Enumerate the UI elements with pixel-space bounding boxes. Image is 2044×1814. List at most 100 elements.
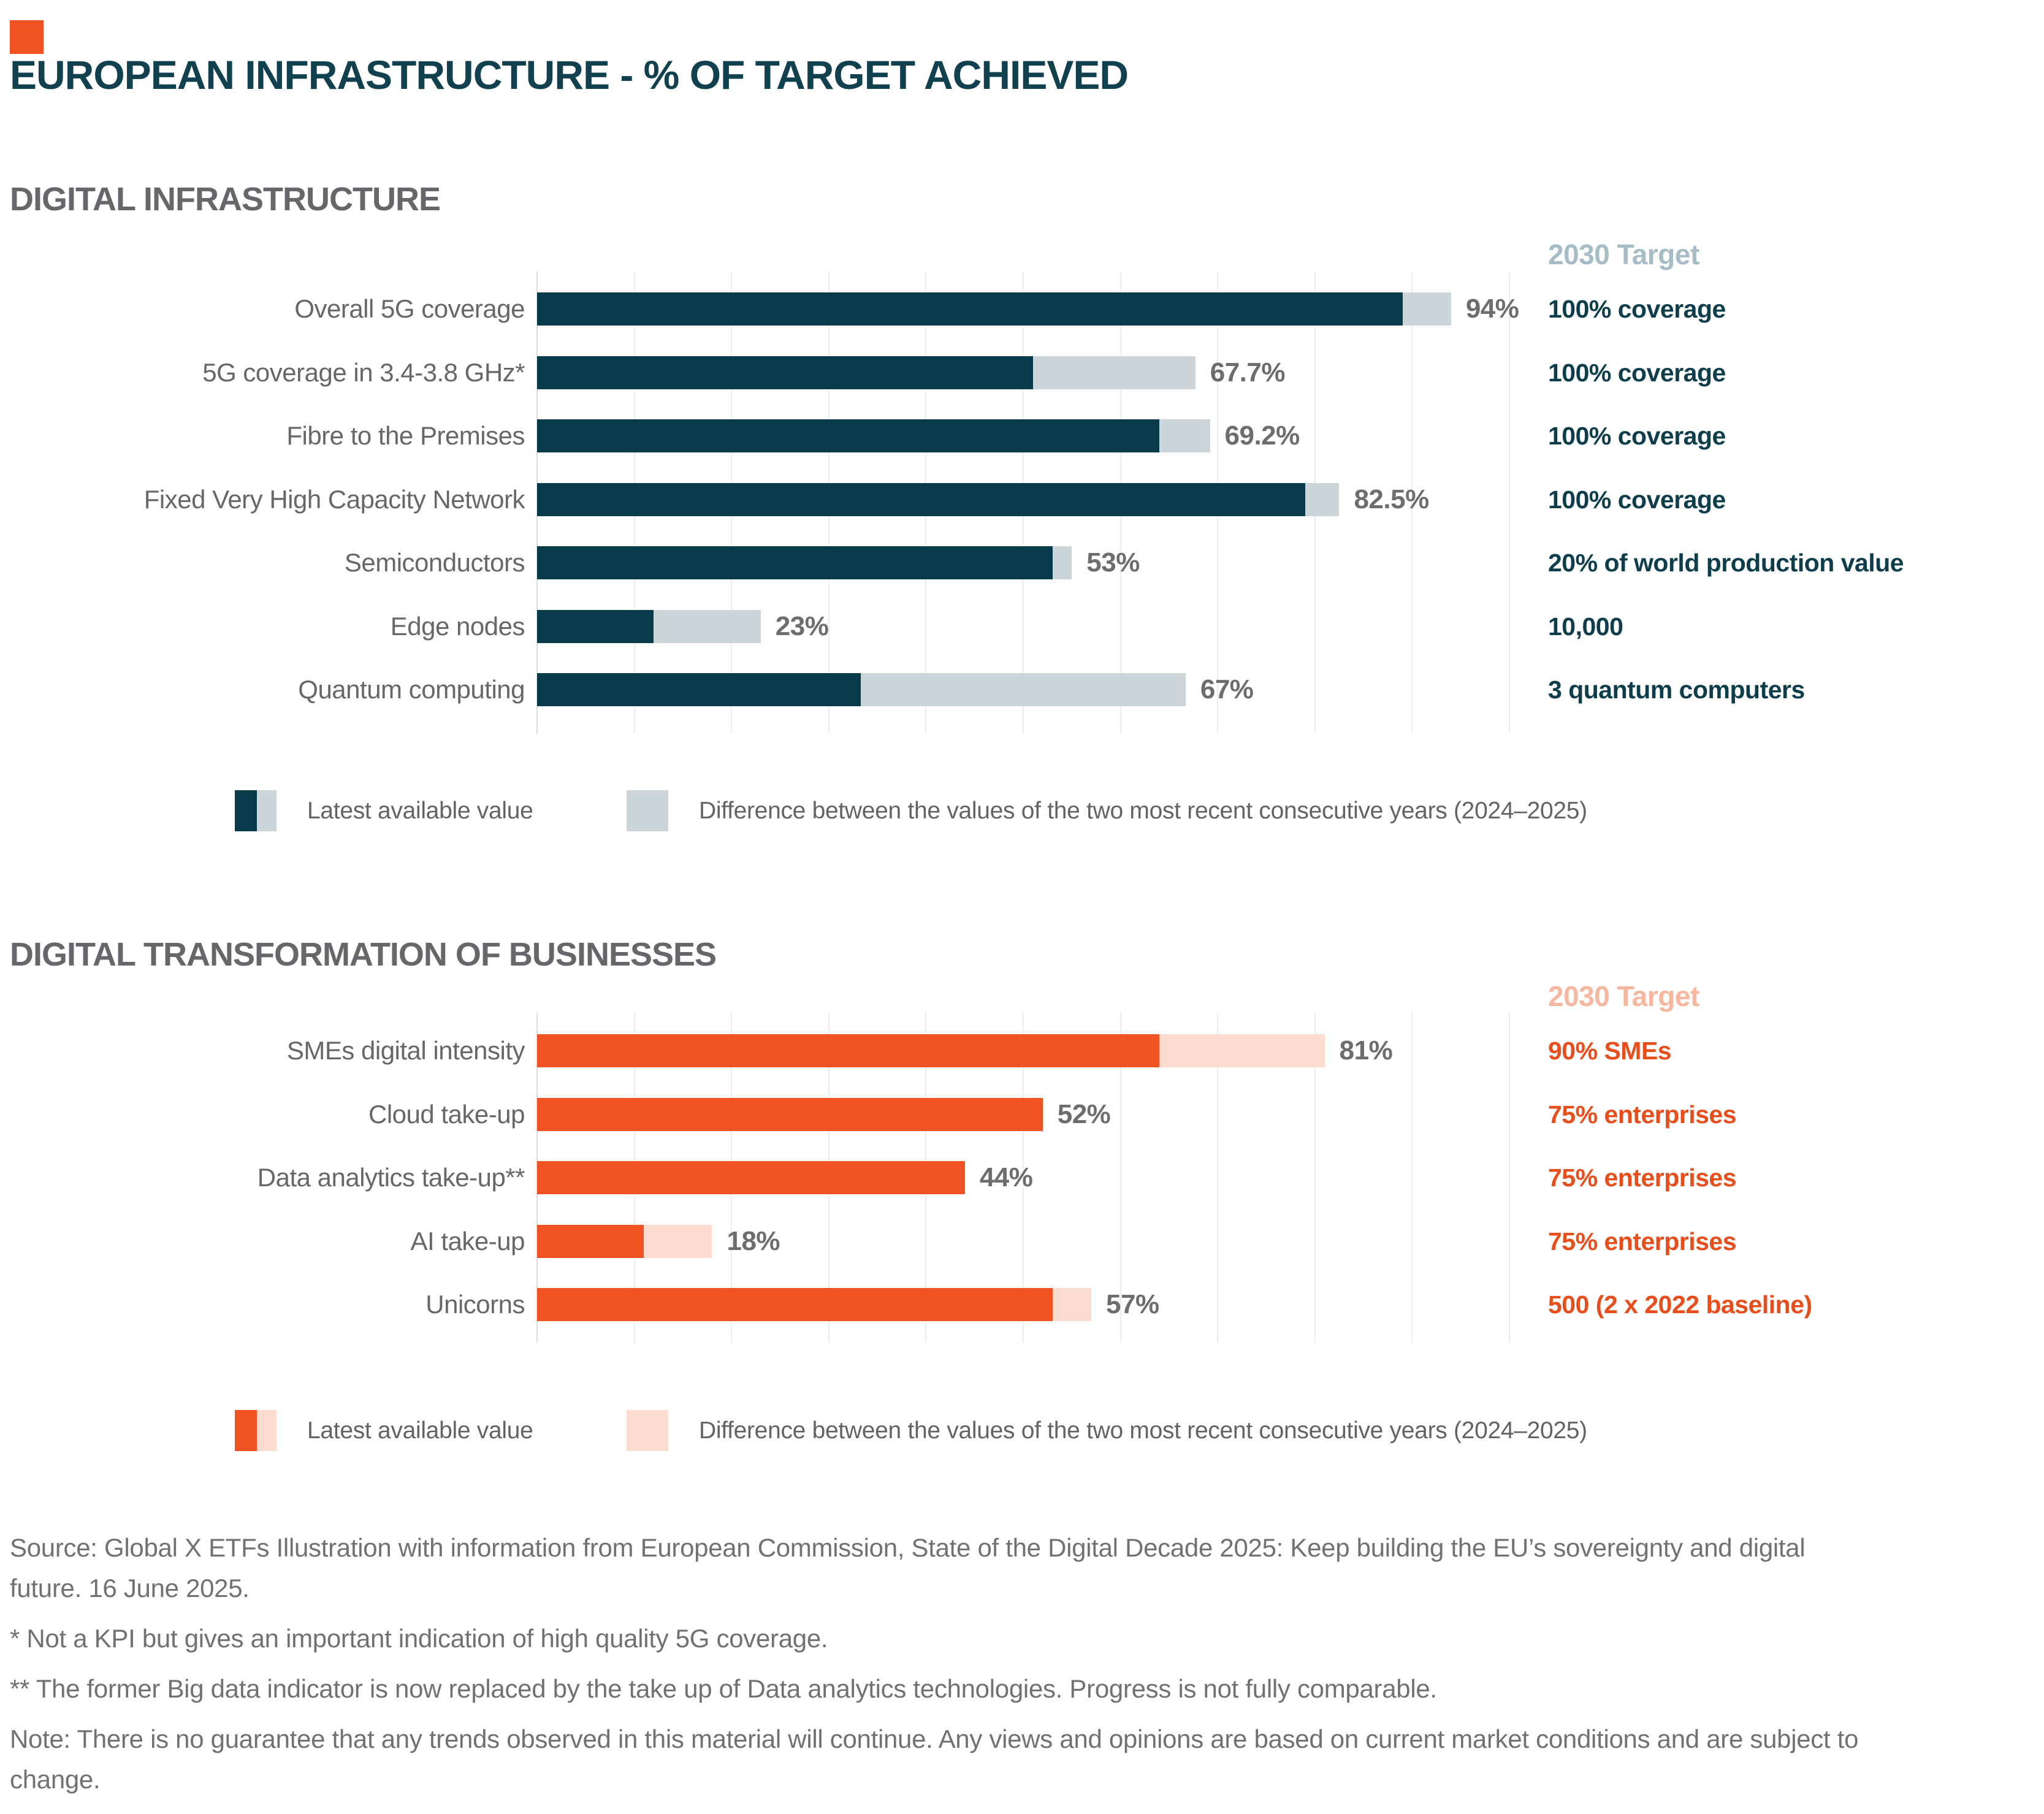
legend-item-difference: Difference between the values of the two…	[627, 790, 1587, 831]
bar-diff-segment	[1052, 1288, 1092, 1321]
chart-row-fvhcn: Fixed Very High Capacity Network 82.5% 1…	[0, 482, 2044, 516]
legend-swatch-latest-icon	[235, 1410, 276, 1451]
bar-diff-segment	[1402, 292, 1451, 326]
bar-cloud: 52%	[537, 1097, 1509, 1131]
category-label: Overall 5G coverage	[294, 294, 525, 323]
bar-diff-segment	[861, 673, 1186, 706]
chart-row-edge-nodes: Edge nodes 23% 10,000	[0, 609, 2044, 643]
chart-row-overall-5g: Overall 5G coverage 94% 100% coverage	[0, 292, 2044, 326]
chart-row-semiconductors: Semiconductors 53% 20% of world producti…	[0, 546, 2044, 579]
gridline	[1023, 1013, 1024, 1343]
legend-swatch-latest-icon	[235, 790, 276, 831]
bar-latest-segment	[537, 419, 1160, 452]
section-title-digital-infrastructure: DIGITAL INFRASTRUCTURE	[10, 181, 441, 218]
value-label: 94%	[1465, 294, 1519, 324]
bar-ai: 18%	[537, 1224, 1509, 1258]
category-label: Edge nodes	[390, 611, 525, 641]
legend-label: Difference between the values of the two…	[699, 797, 1587, 824]
value-label: 23%	[775, 611, 829, 641]
target-value: 90% SMEs	[1548, 1037, 1672, 1065]
target-value: 75% enterprises	[1548, 1164, 1737, 1192]
bar-latest-segment	[537, 356, 1033, 389]
value-label: 81%	[1339, 1035, 1393, 1065]
category-label: Fixed Very High Capacity Network	[143, 484, 525, 514]
legend-swatch-difference-icon	[627, 1410, 668, 1451]
bar-latest-segment	[537, 1288, 1053, 1321]
gridline	[1509, 1013, 1510, 1343]
footnote-asterisk: * Not a KPI but gives an important indic…	[10, 1624, 828, 1653]
legend-item-difference: Difference between the values of the two…	[627, 1410, 1587, 1451]
bar-latest-segment	[537, 609, 654, 643]
bar-fvhcn: 82.5%	[537, 482, 1509, 516]
bar-latest-segment	[537, 546, 1053, 579]
bar-smes: 81%	[537, 1034, 1509, 1067]
brand-accent-square	[10, 20, 44, 54]
gridline	[1314, 1013, 1316, 1343]
target-value: 500 (2 x 2022 baseline)	[1548, 1290, 1812, 1319]
bar-semiconductors: 53%	[537, 546, 1509, 579]
gridline	[1119, 1013, 1121, 1343]
bar-diff-segment	[1305, 482, 1340, 516]
chart-row-unicorns: Unicorns 57% 500 (2 x 2022 baseline)	[0, 1288, 2044, 1321]
target-value: 75% enterprises	[1548, 1227, 1737, 1256]
category-label: SMEs digital intensity	[286, 1036, 525, 1065]
value-label: 82.5%	[1354, 484, 1429, 514]
bar-latest-segment	[537, 1161, 965, 1194]
bar-data-analytics: 44%	[537, 1161, 1509, 1194]
legend-label: Latest available value	[307, 1417, 533, 1444]
bar-diff-segment	[1052, 546, 1072, 579]
chart-row-quantum: Quantum computing 67% 3 quantum computer…	[0, 673, 2044, 706]
footnote-double-asterisk: ** The former Big data indicator is now …	[10, 1674, 1437, 1703]
target-column-header-2: 2030 Target	[1548, 980, 1699, 1012]
legend-digital-transformation: Latest available value Difference betwee…	[0, 1410, 2044, 1451]
bar-fibre: 69.2%	[537, 419, 1509, 452]
bar-latest-segment	[537, 292, 1403, 326]
category-label: Cloud take-up	[368, 1099, 525, 1129]
bar-edge-nodes: 23%	[537, 609, 1509, 643]
legend-digital-infrastructure: Latest available value Difference betwee…	[0, 790, 2044, 831]
legend-item-latest-value: Latest available value	[235, 1410, 533, 1451]
section-title-digital-transformation: DIGITAL TRANSFORMATION OF BUSINESSES	[10, 936, 717, 973]
target-value: 10,000	[1548, 612, 1623, 641]
legend-label: Latest available value	[307, 797, 533, 824]
legend-item-latest-value: Latest available value	[235, 790, 533, 831]
bar-unicorns: 57%	[537, 1288, 1509, 1321]
target-value: 100% coverage	[1548, 295, 1726, 323]
chart-digital-infrastructure: Overall 5G coverage 94% 100% coverage 5G…	[0, 272, 2044, 734]
target-value: 100% coverage	[1548, 358, 1726, 387]
bar-diff-segment	[1032, 356, 1196, 389]
category-label: Data analytics take-up**	[257, 1163, 525, 1192]
value-label: 67%	[1200, 674, 1254, 704]
bar-diff-segment	[644, 1224, 712, 1258]
value-label: 44%	[979, 1162, 1033, 1192]
value-label: 57%	[1106, 1289, 1159, 1319]
chart-row-data-analytics: Data analytics take-up** 44% 75% enterpr…	[0, 1161, 2044, 1194]
category-label: Semiconductors	[344, 548, 525, 577]
value-label: 67.7%	[1210, 357, 1286, 387]
bar-latest-segment	[537, 1224, 644, 1258]
footnotes: Source: Global X ETFs Illustration with …	[10, 1528, 1861, 1810]
footnote-disclaimer: Note: There is no guarantee that any tre…	[10, 1724, 1859, 1794]
category-label: Unicorns	[425, 1290, 525, 1319]
bar-diff-segment	[654, 609, 761, 643]
chart-row-cloud: Cloud take-up 52% 75% enterprises	[0, 1097, 2044, 1131]
bar-latest-segment	[537, 673, 861, 706]
category-label: 5G coverage in 3.4-3.8 GHz*	[202, 357, 525, 387]
bar-diff-segment	[1159, 1034, 1325, 1067]
target-value: 20% of world production value	[1548, 549, 1904, 577]
gridline	[1509, 272, 1510, 734]
bar-quantum: 67%	[537, 673, 1509, 706]
category-label: Fibre to the Premises	[286, 421, 525, 450]
gridline	[1411, 1013, 1413, 1343]
value-label: 69.2%	[1224, 421, 1300, 451]
chart-row-5g-band: 5G coverage in 3.4-3.8 GHz* 67.7% 100% c…	[0, 356, 2044, 389]
footnote-source: Source: Global X ETFs Illustration with …	[10, 1533, 1806, 1602]
gridline	[1217, 1013, 1219, 1343]
target-value: 100% coverage	[1548, 422, 1726, 450]
target-value: 100% coverage	[1548, 485, 1726, 514]
page-title: EUROPEAN INFRASTRUCTURE - % OF TARGET AC…	[10, 52, 1129, 97]
target-value: 3 quantum computers	[1548, 676, 1805, 704]
bar-latest-segment	[537, 1034, 1160, 1067]
value-label: 18%	[726, 1225, 780, 1256]
